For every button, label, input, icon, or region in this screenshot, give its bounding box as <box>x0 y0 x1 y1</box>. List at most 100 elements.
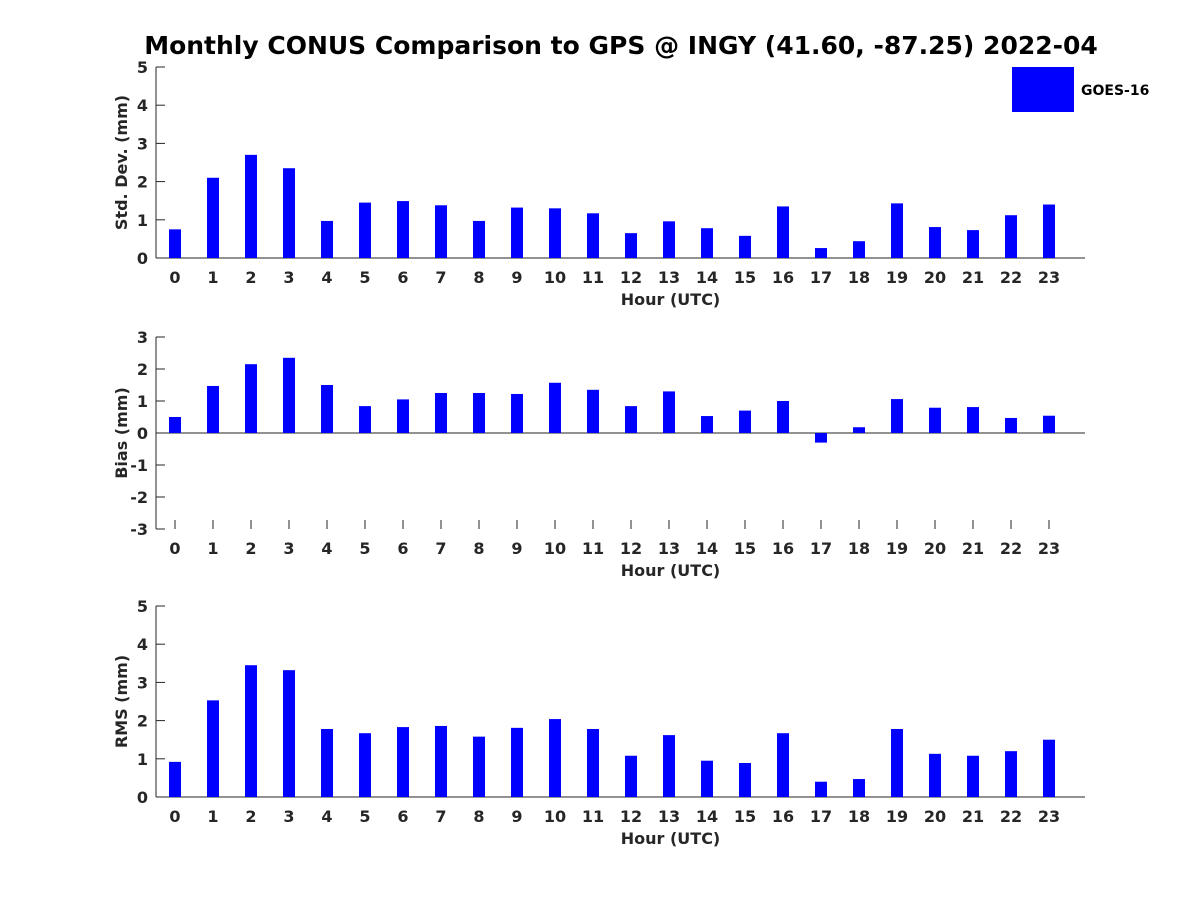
x-tick-label: 11 <box>582 268 604 287</box>
x-tick-label: 18 <box>848 807 870 826</box>
x-tick-label: 8 <box>473 539 484 558</box>
y-axis-label: Std. Dev. (mm) <box>112 95 131 230</box>
x-tick-label: 19 <box>886 539 908 558</box>
bar <box>549 382 561 433</box>
bar <box>397 727 409 797</box>
x-tick-label: 11 <box>582 807 604 826</box>
y-tick-label: -1 <box>130 456 148 475</box>
bar <box>739 410 751 433</box>
x-tick-label: 18 <box>848 268 870 287</box>
bar <box>1005 751 1017 797</box>
bar <box>207 385 219 433</box>
x-tick-label: 2 <box>245 807 256 826</box>
bar <box>815 781 827 797</box>
x-tick-label: 12 <box>620 268 642 287</box>
x-tick-label: 7 <box>435 539 446 558</box>
x-tick-label: 15 <box>734 539 756 558</box>
x-tick-label: 15 <box>734 268 756 287</box>
bar <box>929 227 941 258</box>
bar <box>283 357 295 433</box>
x-tick-label: 4 <box>321 807 332 826</box>
bar <box>663 391 675 433</box>
x-tick-label: 20 <box>924 268 946 287</box>
bar <box>625 755 637 797</box>
bar <box>359 733 371 797</box>
bar <box>245 665 257 797</box>
bar <box>321 220 333 258</box>
x-tick-label: 9 <box>511 268 522 287</box>
chart-title: Monthly CONUS Comparison to GPS @ INGY (… <box>144 31 1098 60</box>
x-tick-label: 14 <box>696 807 718 826</box>
bar <box>549 719 561 797</box>
bar <box>321 385 333 433</box>
bar <box>435 725 447 797</box>
x-tick-label: 13 <box>658 268 680 287</box>
bar <box>435 393 447 433</box>
bar <box>853 779 865 797</box>
x-tick-label: 14 <box>696 539 718 558</box>
legend-label: GOES-16 <box>1081 83 1149 99</box>
x-tick-label: 19 <box>886 807 908 826</box>
bar <box>511 207 523 258</box>
x-tick-label: 10 <box>544 539 566 558</box>
y-tick-label: 2 <box>137 173 148 192</box>
bar <box>169 761 181 797</box>
x-tick-label: 16 <box>772 268 794 287</box>
x-tick-label: 20 <box>924 807 946 826</box>
x-tick-label: 8 <box>473 807 484 826</box>
bar <box>891 399 903 433</box>
y-tick-label: 0 <box>137 424 148 443</box>
bar <box>625 233 637 258</box>
y-tick-label: 4 <box>137 96 148 115</box>
legend-swatch <box>1012 67 1074 112</box>
x-tick-label: 3 <box>283 268 294 287</box>
bar <box>853 241 865 258</box>
y-tick-label: -3 <box>130 520 148 539</box>
bar <box>815 433 827 443</box>
bar <box>245 364 257 433</box>
x-tick-label: 7 <box>435 807 446 826</box>
x-tick-label: 12 <box>620 539 642 558</box>
x-tick-label: 6 <box>397 807 408 826</box>
bar <box>1005 215 1017 258</box>
bar <box>1043 204 1055 258</box>
x-tick-label: 3 <box>283 807 294 826</box>
x-tick-label: 1 <box>207 268 218 287</box>
x-axis-label: Hour (UTC) <box>621 290 721 309</box>
x-tick-label: 9 <box>511 807 522 826</box>
x-tick-label: 1 <box>207 539 218 558</box>
bar <box>701 760 713 797</box>
bar <box>777 733 789 797</box>
y-tick-label: 1 <box>137 392 148 411</box>
bar <box>967 230 979 258</box>
bar <box>739 763 751 797</box>
bar <box>701 416 713 433</box>
bar <box>701 228 713 258</box>
y-tick-label: 5 <box>137 597 148 616</box>
bar <box>435 205 447 258</box>
x-tick-label: 13 <box>658 539 680 558</box>
bar <box>473 393 485 433</box>
bar <box>625 406 637 433</box>
x-tick-label: 9 <box>511 539 522 558</box>
x-tick-label: 2 <box>245 539 256 558</box>
bar <box>359 406 371 433</box>
bar <box>929 753 941 797</box>
bar <box>511 727 523 797</box>
bar <box>967 407 979 433</box>
bar <box>891 729 903 797</box>
bar <box>1043 739 1055 797</box>
bar <box>1043 415 1055 433</box>
bar <box>777 206 789 258</box>
x-tick-label: 23 <box>1038 539 1060 558</box>
bar <box>1005 417 1017 433</box>
y-tick-label: 1 <box>137 750 148 769</box>
y-tick-label: 5 <box>137 58 148 77</box>
x-tick-label: 16 <box>772 539 794 558</box>
x-tick-label: 16 <box>772 807 794 826</box>
bar <box>853 427 865 433</box>
bar <box>245 154 257 258</box>
